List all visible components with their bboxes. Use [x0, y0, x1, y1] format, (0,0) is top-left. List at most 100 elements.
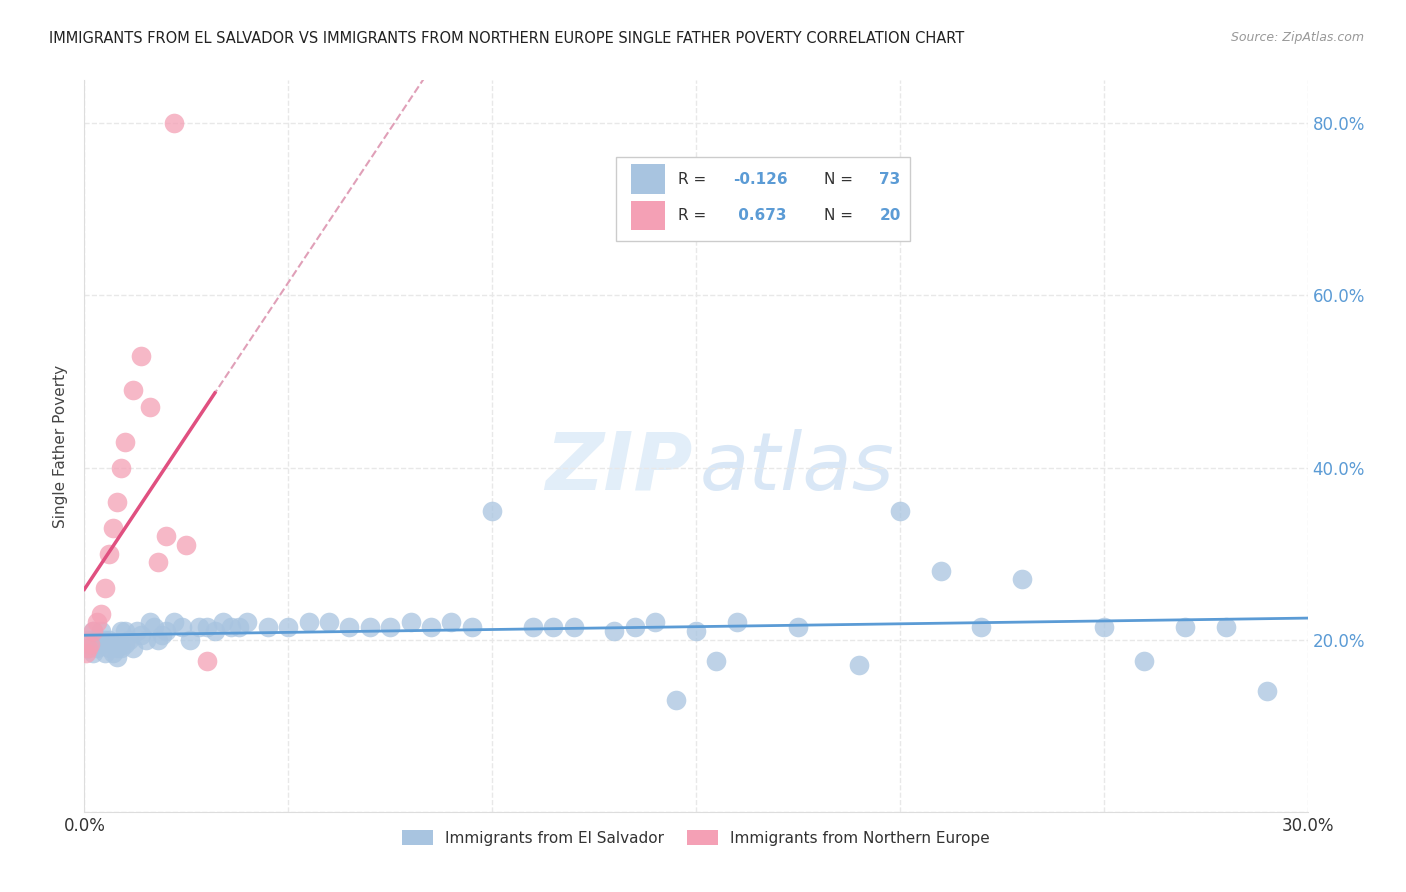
Point [257, 620, 280, 634]
Text: 73: 73 [880, 171, 901, 186]
Text: -0.126: -0.126 [733, 171, 787, 186]
Point [461, 620, 484, 634]
Point [212, 615, 235, 630]
Point [624, 620, 647, 634]
FancyBboxPatch shape [616, 157, 910, 241]
Text: R =: R = [678, 171, 711, 186]
Point [101, 637, 124, 651]
Point [135, 632, 157, 647]
Y-axis label: Single Father Poverty: Single Father Poverty [53, 365, 69, 527]
Point [603, 624, 626, 638]
Point [929, 564, 952, 578]
Point [195, 654, 218, 668]
Point [1256, 684, 1278, 698]
Point [228, 620, 250, 634]
Point [138, 615, 160, 630]
Point [86, 615, 108, 630]
Point [101, 521, 124, 535]
Point [82, 624, 104, 638]
Point [1092, 620, 1115, 634]
Point [1215, 620, 1237, 634]
Point [114, 624, 136, 638]
Legend: Immigrants from El Salvador, Immigrants from Northern Europe: Immigrants from El Salvador, Immigrants … [396, 823, 995, 852]
Point [110, 624, 132, 638]
Text: IMMIGRANTS FROM EL SALVADOR VS IMMIGRANTS FROM NORTHERN EUROPE SINGLE FATHER POV: IMMIGRANTS FROM EL SALVADOR VS IMMIGRANT… [49, 31, 965, 46]
Point [155, 624, 177, 638]
Point [155, 529, 177, 543]
Point [82, 624, 104, 638]
Point [118, 632, 141, 647]
Text: atlas: atlas [700, 429, 894, 507]
Point [77, 632, 100, 647]
Point [481, 503, 503, 517]
Point [787, 620, 810, 634]
Point [339, 620, 361, 634]
Point [114, 637, 136, 651]
Text: N =: N = [824, 208, 858, 223]
Point [93, 581, 115, 595]
Point [195, 620, 218, 634]
Point [82, 646, 104, 660]
Point [90, 637, 112, 651]
Point [187, 620, 209, 634]
Point [122, 383, 145, 397]
Point [110, 460, 132, 475]
Point [131, 628, 153, 642]
Point [93, 632, 115, 647]
Point [236, 615, 259, 630]
Point [644, 615, 666, 630]
Point [86, 632, 108, 647]
Point [1174, 620, 1197, 634]
Point [97, 547, 120, 561]
Point [97, 632, 120, 647]
Point [174, 538, 197, 552]
Text: R =: R = [678, 208, 711, 223]
Point [725, 615, 748, 630]
Text: Source: ZipAtlas.com: Source: ZipAtlas.com [1230, 31, 1364, 45]
Point [150, 628, 173, 642]
Point [399, 615, 422, 630]
Point [146, 632, 169, 647]
Point [706, 654, 728, 668]
Point [77, 641, 100, 656]
Point [101, 646, 124, 660]
Point [122, 641, 145, 656]
Point [110, 641, 132, 656]
Point [79, 637, 101, 651]
Point [86, 641, 108, 656]
Point [114, 434, 136, 449]
Point [522, 620, 544, 634]
Point [970, 620, 993, 634]
Point [440, 615, 463, 630]
Point [665, 693, 688, 707]
Point [298, 615, 321, 630]
Point [1133, 654, 1156, 668]
Point [219, 620, 242, 634]
Point [146, 555, 169, 569]
Point [93, 646, 115, 660]
Point [172, 620, 194, 634]
Text: 0.673: 0.673 [733, 208, 786, 223]
Bar [631, 201, 665, 230]
Point [1011, 573, 1033, 587]
Point [889, 503, 911, 517]
Point [105, 649, 128, 664]
Point [138, 401, 160, 415]
Point [90, 624, 112, 638]
Point [163, 615, 186, 630]
Point [277, 620, 299, 634]
Point [77, 641, 100, 656]
Point [105, 641, 128, 656]
Point [204, 624, 226, 638]
Point [97, 641, 120, 656]
Point [380, 620, 402, 634]
Point [163, 116, 186, 130]
Point [562, 620, 585, 634]
Point [142, 620, 165, 634]
Text: N =: N = [824, 171, 858, 186]
Point [359, 620, 381, 634]
Point [420, 620, 443, 634]
Point [543, 620, 565, 634]
Point [105, 495, 128, 509]
Point [179, 632, 201, 647]
